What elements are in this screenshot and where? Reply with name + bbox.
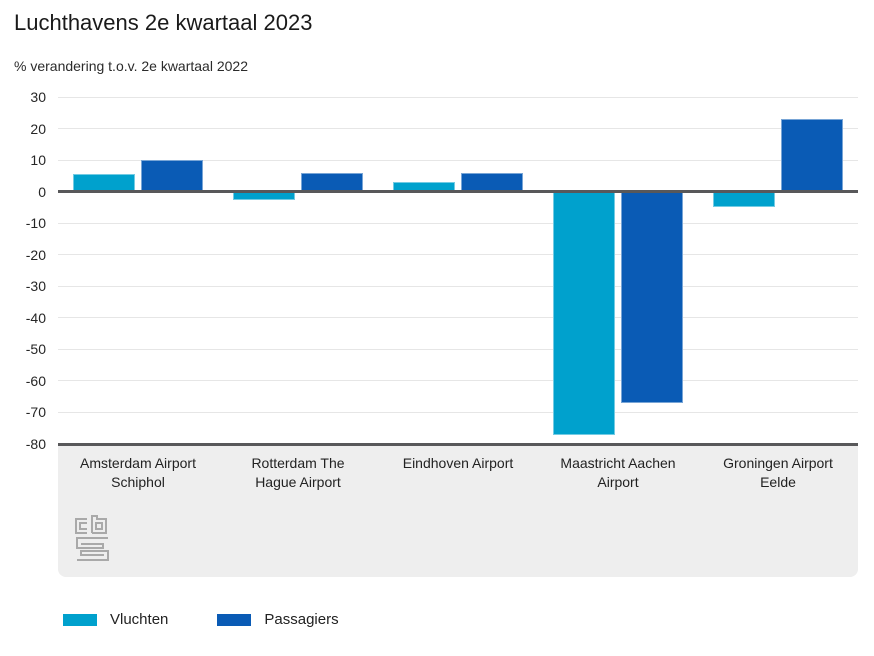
y-tick-label: 10 xyxy=(30,152,46,169)
legend-label: Vluchten xyxy=(110,611,169,628)
x-axis-band: Amsterdam Airport Schiphol Rotterdam The … xyxy=(58,446,858,577)
y-tick-label: 30 xyxy=(30,89,46,105)
y-tick-label: -30 xyxy=(25,278,46,295)
bar-passagiers-5[interactable] xyxy=(781,119,843,192)
x-category-label: Maastricht Aachen Airport xyxy=(560,455,676,490)
y-tick-label: -20 xyxy=(25,246,46,263)
legend-swatch-vluchten xyxy=(63,613,97,626)
y-gridline xyxy=(58,222,858,224)
zero-line xyxy=(58,190,858,194)
x-category-label: Groningen Airport Eelde xyxy=(723,455,833,490)
bar-passagiers-3[interactable] xyxy=(461,172,523,192)
y-gridline xyxy=(58,159,858,161)
legend-item-passagiers[interactable]: Passagiers xyxy=(217,611,339,628)
y-gridline xyxy=(58,348,858,350)
y-tick-label: -70 xyxy=(25,404,46,421)
bar-vluchten-5[interactable] xyxy=(713,191,775,208)
x-category-label: Rotterdam The Hague Airport xyxy=(251,455,345,490)
y-gridline xyxy=(58,96,858,98)
bar-vluchten-4[interactable] xyxy=(553,191,615,435)
y-gridline xyxy=(58,411,858,413)
legend: Vluchten Passagiers xyxy=(63,611,388,628)
y-tick-label: -80 xyxy=(25,436,46,452)
y-tick-label: -10 xyxy=(25,215,46,232)
legend-swatch-passagiers xyxy=(217,613,252,626)
x-axis-line xyxy=(58,442,858,446)
bar-passagiers-2[interactable] xyxy=(301,172,363,192)
cbs-logo xyxy=(75,515,109,561)
y-gridline xyxy=(58,317,858,319)
bar-vluchten-1[interactable] xyxy=(73,174,135,192)
y-tick-label: -60 xyxy=(25,372,46,389)
y-tick-label: -50 xyxy=(25,341,46,358)
bar-passagiers-4[interactable] xyxy=(621,191,683,403)
y-gridline xyxy=(58,285,858,287)
legend-label: Passagiers xyxy=(264,611,339,628)
chart-title: Luchthavens 2e kwartaal 2023 xyxy=(14,10,313,35)
y-gridline xyxy=(58,380,858,382)
y-tick-label: 0 xyxy=(38,183,46,200)
y-gridline xyxy=(58,128,858,130)
x-category-label: Eindhoven Airport xyxy=(402,455,514,471)
x-category-label: Amsterdam Airport Schiphol xyxy=(80,455,196,490)
y-tick-label: 20 xyxy=(30,120,46,137)
bar-passagiers-1[interactable] xyxy=(141,160,203,192)
y-tick-label: -40 xyxy=(25,309,46,326)
legend-item-vluchten[interactable]: Vluchten xyxy=(63,611,168,628)
chart-subtitle: % verandering t.o.v. 2e kwartaal 2022 xyxy=(14,58,248,74)
y-gridline xyxy=(58,254,858,256)
